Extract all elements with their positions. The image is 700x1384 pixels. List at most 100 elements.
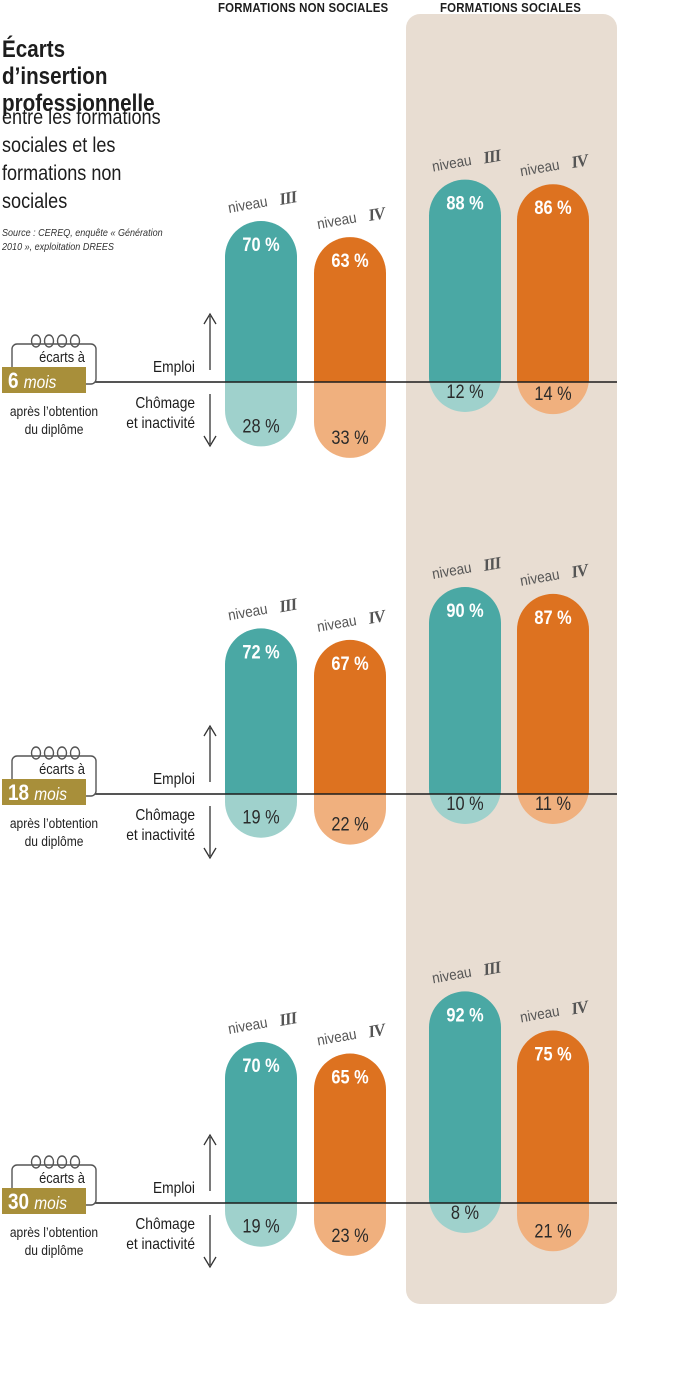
bar-chomage bbox=[429, 788, 501, 824]
chomage-value-label: 12 % bbox=[446, 381, 483, 402]
bar-chomage bbox=[517, 1203, 589, 1252]
period-6-mois: 70 % 28 % niveau III 63 % 33 % niveau IV 88 % 12 … bbox=[12, 145, 617, 458]
bar-chomage bbox=[225, 1203, 297, 1247]
months-value: 18 mois bbox=[8, 781, 67, 806]
period-30-mois: 70 % 19 % niveau III 65 % 23 % niveau IV 92 % 8 %… bbox=[12, 957, 617, 1269]
chomage-label-1: Chômage bbox=[135, 394, 195, 412]
chomage-label-2: et inactivité bbox=[126, 1235, 195, 1253]
chomage-value-label: 8 % bbox=[451, 1202, 479, 1223]
chomage-value-label: 33 % bbox=[331, 427, 368, 448]
bar-chomage bbox=[314, 382, 386, 458]
apres-label-1: après l’obtention bbox=[10, 815, 98, 831]
niveau-label-IV: niveau IV bbox=[316, 203, 389, 233]
niveau-level: IV bbox=[366, 606, 389, 628]
chomage-value-label: 14 % bbox=[534, 383, 571, 404]
months-badge bbox=[2, 1188, 86, 1214]
calendar-badge-18: écarts à 18 mois après l’obtention du diplô… bbox=[2, 746, 98, 849]
calendar-ring bbox=[30, 1155, 42, 1169]
emploi-value-label: 86 % bbox=[534, 197, 571, 218]
bar-emploi bbox=[517, 593, 589, 794]
bar-30-non-sociales-III: 70 % 19 % niveau III bbox=[225, 1008, 300, 1247]
chomage-value-label: 21 % bbox=[534, 1220, 571, 1241]
emploi-value-label: 90 % bbox=[446, 600, 483, 621]
ecarts-label: écarts à bbox=[39, 760, 85, 777]
emploi-value-label: 67 % bbox=[331, 653, 368, 674]
bar-emploi bbox=[314, 1053, 386, 1203]
bar-18-sociales-III: 90 % 10 % niveau III bbox=[429, 553, 504, 824]
niveau-word: niveau bbox=[431, 964, 473, 987]
calendar-ring bbox=[56, 1155, 68, 1169]
niveau-word: niveau bbox=[316, 210, 358, 233]
niveau-word: niveau bbox=[227, 601, 269, 624]
bar-emploi bbox=[314, 639, 386, 794]
chomage-value-label: 28 % bbox=[242, 415, 279, 436]
niveau-label-IV: niveau IV bbox=[519, 996, 592, 1026]
apres-label-2: du diplôme bbox=[25, 421, 84, 437]
niveau-label-III: niveau III bbox=[431, 553, 504, 583]
bar-emploi bbox=[429, 991, 501, 1203]
source-note: Source : CEREQ, enquête « Génération 201… bbox=[2, 227, 163, 253]
niveau-word: niveau bbox=[316, 1026, 358, 1049]
niveau-label-III: niveau III bbox=[431, 957, 504, 987]
niveau-word: niveau bbox=[431, 152, 473, 175]
calendar-ring bbox=[30, 746, 42, 760]
bar-30-sociales-IV: 75 % 21 % niveau IV bbox=[517, 996, 592, 1252]
calendar-badge-6: écarts à 6 mois après l’obtention du diplôm… bbox=[2, 334, 98, 437]
emploi-label: Emploi bbox=[153, 1179, 195, 1197]
bar-6-sociales-III: 88 % 12 % niveau III bbox=[429, 145, 504, 412]
chomage-label-2: et inactivité bbox=[126, 414, 195, 432]
chomage-value-label: 22 % bbox=[331, 813, 368, 834]
bar-chomage bbox=[314, 1203, 386, 1256]
calendar-ring bbox=[43, 746, 55, 760]
bar-chomage bbox=[429, 1197, 501, 1233]
niveau-level: IV bbox=[569, 560, 592, 582]
bar-chomage bbox=[225, 382, 297, 447]
niveau-level: III bbox=[277, 1008, 300, 1030]
months-value: 6 mois bbox=[8, 369, 57, 394]
chomage-arrow-head bbox=[203, 435, 217, 448]
emploi-value-label: 72 % bbox=[242, 641, 279, 662]
months-badge bbox=[2, 779, 86, 805]
niveau-label-III: niveau III bbox=[227, 1008, 300, 1038]
calendar-ring bbox=[56, 334, 68, 348]
niveau-level: IV bbox=[366, 1019, 389, 1041]
bar-chomage bbox=[314, 794, 386, 845]
chomage-value-label: 10 % bbox=[446, 793, 483, 814]
bar-chomage bbox=[429, 376, 501, 412]
emploi-value-label: 88 % bbox=[446, 192, 483, 213]
chomage-label-1: Chômage bbox=[135, 1215, 195, 1233]
bar-18-sociales-IV: 87 % 11 % niveau IV bbox=[517, 560, 591, 824]
niveau-level: III bbox=[277, 594, 300, 616]
emploi-label: Emploi bbox=[153, 358, 195, 376]
emploi-value-label: 63 % bbox=[331, 250, 368, 271]
niveau-word: niveau bbox=[519, 1003, 561, 1026]
niveau-label-IV: niveau IV bbox=[316, 1019, 389, 1049]
ecarts-label: écarts à bbox=[39, 348, 85, 365]
months-value: 30 mois bbox=[8, 1190, 67, 1215]
bar-30-sociales-III: 92 % 8 % niveau III bbox=[429, 957, 504, 1233]
bar-emploi bbox=[225, 1042, 297, 1203]
bar-6-sociales-IV: 86 % 14 % niveau IV bbox=[517, 150, 591, 415]
chomage-label-2: et inactivité bbox=[126, 826, 195, 844]
group-header-non-sociales: FORMATIONS NON SOCIALES bbox=[218, 0, 389, 15]
niveau-label-III: niveau III bbox=[227, 594, 300, 624]
niveau-label-III: niveau III bbox=[227, 187, 300, 217]
niveau-word: niveau bbox=[431, 560, 473, 583]
niveau-word: niveau bbox=[519, 567, 561, 590]
emploi-arrow-head bbox=[203, 724, 217, 737]
emploi-value-label: 65 % bbox=[331, 1066, 368, 1087]
emploi-value-label: 87 % bbox=[534, 607, 571, 628]
emploi-value-label: 75 % bbox=[534, 1043, 571, 1064]
months-badge bbox=[2, 367, 86, 393]
period-18-mois: 72 % 19 % niveau III 67 % 22 % niveau IV 90 % 10 … bbox=[12, 553, 617, 860]
niveau-label-IV: niveau IV bbox=[316, 606, 389, 636]
apres-label-1: après l’obtention bbox=[10, 403, 98, 419]
emploi-label: Emploi bbox=[153, 770, 195, 788]
bar-emploi bbox=[429, 179, 501, 382]
bar-emploi bbox=[429, 587, 501, 794]
calendar-ring bbox=[43, 1155, 55, 1169]
calendar-ring bbox=[69, 746, 81, 760]
chomage-value-label: 11 % bbox=[535, 793, 571, 814]
bar-chomage bbox=[225, 794, 297, 838]
bar-emploi bbox=[517, 184, 589, 382]
